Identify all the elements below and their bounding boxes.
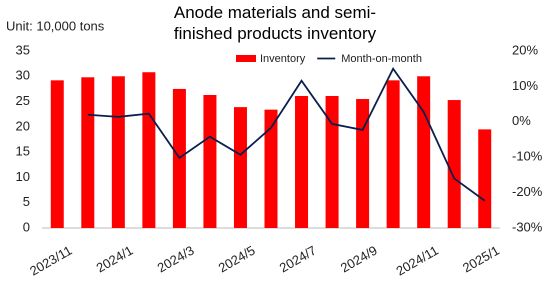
x-tick-label: 2024/11	[394, 243, 441, 279]
y-tick-label: 35	[16, 42, 30, 57]
y2-tick-label: -30%	[512, 219, 543, 234]
x-tick-label: 2025/1	[460, 243, 502, 276]
y2-tick-label: 10%	[512, 78, 538, 93]
y-tick-label: 20	[16, 118, 30, 133]
y2-tick-label: 0%	[512, 113, 531, 128]
legend-label: Month-on-month	[341, 53, 422, 65]
bar	[478, 129, 492, 228]
x-tick-label: 2024/3	[155, 243, 197, 276]
bar	[50, 80, 64, 229]
bar	[386, 80, 400, 229]
y-tick-label: 10	[16, 169, 30, 184]
y-tick-label: 15	[16, 144, 30, 159]
line	[87, 66, 486, 202]
y-tick-label: 0	[23, 219, 30, 234]
bar	[325, 96, 339, 228]
x-tick-label: 2024/5	[216, 243, 258, 276]
x-tick-label: 2024/9	[338, 243, 380, 276]
bar	[447, 100, 461, 228]
y2-tick-label: 20%	[512, 42, 538, 57]
x-tick-label: 2024/1	[94, 243, 136, 276]
y-tick-label: 25	[16, 93, 30, 108]
bar	[111, 76, 125, 229]
x-tick-label: 2024/7	[277, 243, 319, 276]
bar	[356, 99, 370, 229]
bar	[81, 77, 95, 228]
unit-annotation: Unit: 10,000 tons	[6, 18, 105, 33]
y2-tick-label: -10%	[512, 149, 543, 164]
bar	[203, 94, 217, 228]
legend-swatch	[236, 55, 256, 62]
bar	[295, 96, 309, 228]
bar	[417, 76, 431, 229]
y-tick-label: 5	[23, 194, 30, 209]
bar	[142, 72, 156, 229]
y-tick-label: 30	[16, 68, 30, 83]
x-tick-label: 2023/11	[27, 243, 74, 279]
bar	[233, 107, 247, 228]
y2-tick-label: -20%	[512, 184, 543, 199]
legend-label: Inventory	[260, 53, 306, 65]
chart-title: Anode materials and semi-finished produc…	[173, 3, 377, 43]
bar	[264, 109, 278, 228]
